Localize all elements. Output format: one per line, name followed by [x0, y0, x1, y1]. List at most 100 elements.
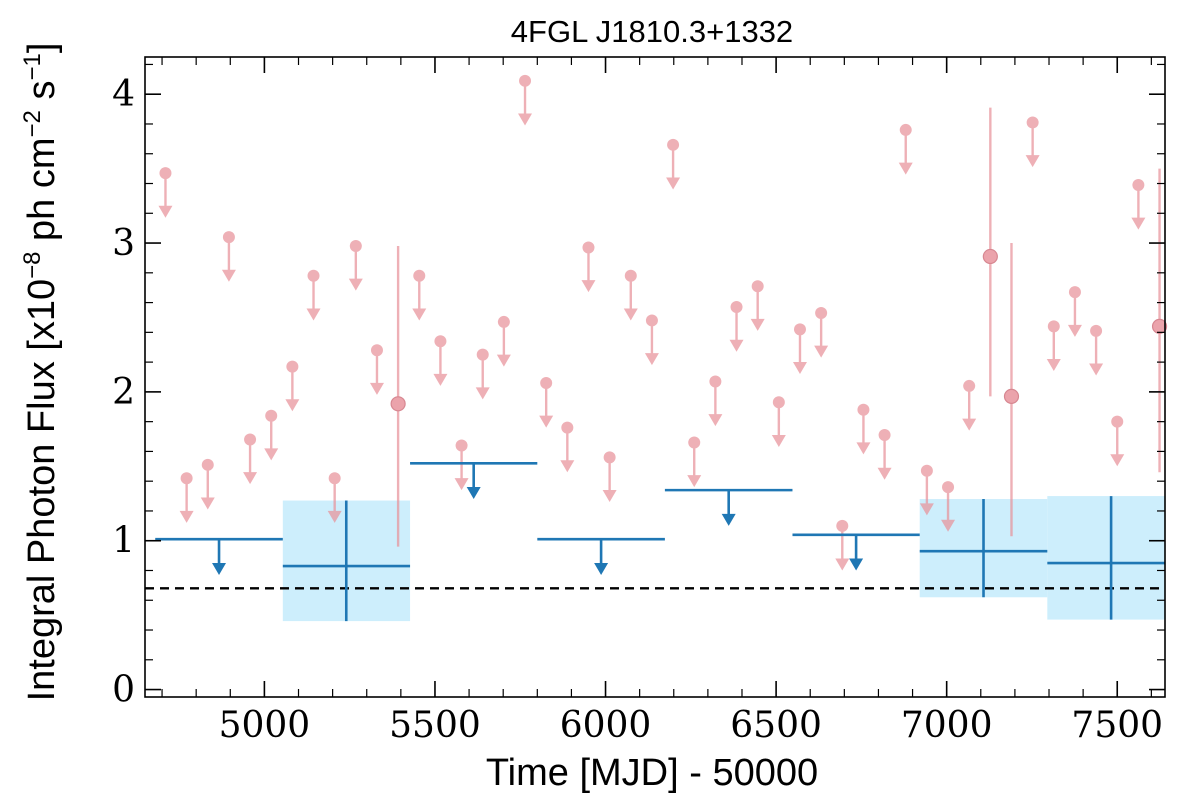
short-upper-limit-point: [244, 433, 257, 446]
short-detection-point: [1151, 318, 1168, 334]
short-upper-limit-point: [455, 439, 468, 452]
short-upper-limit-26: [729, 301, 744, 352]
short-upper-limit-27: [750, 280, 765, 331]
short-upper-limit-point: [328, 472, 341, 485]
axes-layer: 5000 5500 6000 6500 7000 7500 0 1 2 3 4: [112, 56, 1166, 746]
long-upper-limit-2: [410, 462, 538, 500]
short-upper-limit-15: [496, 315, 511, 367]
short-upper-limit-23: [666, 138, 681, 190]
short-upper-limit-43: [1131, 179, 1146, 230]
short-detection-0: [390, 246, 406, 547]
short-upper-limit-point: [772, 396, 785, 409]
short-upper-limit-point: [942, 481, 955, 494]
short-upper-limit-point: [1068, 286, 1081, 299]
short-upper-limit-arrowhead: [602, 490, 617, 503]
short-upper-limit-arrowhead: [221, 269, 236, 282]
short-upper-limit-point: [307, 269, 320, 282]
long-upper-limit-0: [155, 537, 283, 575]
y-tick-label: 2: [112, 372, 135, 413]
short-upper-limit-point: [1047, 320, 1060, 333]
plot-frame: [144, 56, 1166, 698]
short-upper-limit-point: [899, 123, 912, 136]
short-upper-limit-arrowhead: [644, 353, 659, 366]
x-tick-label: 6500: [730, 705, 822, 746]
short-upper-limit-point: [815, 307, 828, 319]
short-upper-limit-11: [412, 269, 427, 321]
short-upper-limit-arrowhead: [919, 503, 934, 516]
short-upper-limit-arrowhead: [666, 177, 681, 190]
short-upper-limit-42: [1110, 415, 1125, 467]
short-upper-limit-21: [623, 269, 638, 321]
short-upper-limit-point: [561, 421, 574, 434]
short-upper-limit-point: [1026, 116, 1039, 129]
short-bin-layer: [158, 74, 1168, 571]
short-upper-limit-arrowhead: [1131, 217, 1146, 230]
long-detection-0: [282, 500, 411, 622]
short-upper-limit-arrowhead: [454, 478, 469, 491]
short-detection-2: [1003, 243, 1020, 537]
short-upper-limit-9: [348, 240, 363, 291]
short-upper-limit-19: [581, 241, 596, 293]
short-detection-point: [1003, 388, 1020, 404]
short-upper-limit-point: [434, 335, 447, 348]
short-upper-limit-point: [793, 323, 806, 336]
short-upper-limit-6: [285, 360, 300, 412]
x-tick-label: 5000: [219, 705, 311, 746]
short-upper-limit-arrowhead: [814, 345, 829, 358]
short-upper-limit-point: [582, 241, 595, 254]
short-upper-limit-31: [835, 519, 850, 571]
y-tick-label: 3: [112, 223, 135, 264]
x-tick-label: 6000: [560, 705, 652, 746]
short-upper-limit-24: [687, 436, 702, 488]
long-detection-2: [1047, 496, 1165, 620]
short-upper-limit-7: [306, 269, 321, 321]
long-upper-limit-arrowhead: [849, 558, 864, 571]
short-upper-limit-point: [688, 436, 701, 449]
short-upper-limit-arrowhead: [1046, 359, 1061, 372]
short-upper-limit-point: [349, 240, 362, 253]
short-upper-limit-point: [751, 280, 764, 293]
short-upper-limit-8: [327, 472, 342, 523]
short-upper-limit-arrowhead: [327, 510, 342, 523]
short-upper-limit-arrowhead: [369, 382, 384, 395]
short-upper-limit-12: [433, 335, 448, 386]
short-upper-limit-point: [497, 315, 510, 328]
short-upper-limit-arrowhead: [285, 399, 300, 412]
short-upper-limit-10: [369, 344, 384, 395]
short-upper-limit-point: [730, 301, 743, 314]
short-upper-limit-17: [539, 376, 554, 428]
short-upper-limit-point: [476, 348, 489, 361]
short-upper-limit-38: [1025, 116, 1040, 168]
short-upper-limit-22: [644, 314, 659, 366]
short-detection-1: [982, 107, 998, 397]
long-bin-layer: [155, 462, 1165, 622]
short-detection-point: [390, 396, 406, 412]
short-upper-limit-point: [286, 360, 299, 373]
short-upper-limit-arrowhead: [179, 510, 194, 523]
short-upper-limit-arrowhead: [1067, 324, 1082, 337]
short-upper-limit-20: [602, 451, 617, 503]
short-upper-limit-33: [877, 429, 892, 480]
short-upper-limit-point: [222, 231, 235, 244]
long-upper-limit-arrowhead: [466, 487, 481, 500]
short-upper-limit-39: [1046, 320, 1061, 372]
short-upper-limit-arrowhead: [1089, 363, 1104, 376]
short-upper-limit-16: [518, 74, 533, 126]
short-upper-limit-point: [963, 379, 976, 392]
short-detection-point: [982, 248, 998, 265]
short-upper-limit-point: [667, 138, 680, 151]
short-upper-limit-point: [1111, 415, 1124, 428]
short-upper-limit-28: [771, 396, 786, 447]
x-tick-label: 5500: [389, 705, 481, 746]
short-upper-limit-arrowhead: [433, 373, 448, 386]
short-upper-limit-arrowhead: [496, 354, 511, 367]
short-upper-limit-35: [919, 464, 934, 516]
short-upper-limit-arrowhead: [518, 113, 533, 126]
short-upper-limit-arrowhead: [856, 442, 871, 455]
long-upper-limit-1: [537, 537, 665, 575]
short-upper-limit-arrowhead: [687, 475, 702, 488]
short-upper-limit-arrowhead: [750, 318, 765, 331]
y-tick-label: 4: [112, 74, 135, 115]
short-upper-limit-point: [413, 269, 426, 282]
